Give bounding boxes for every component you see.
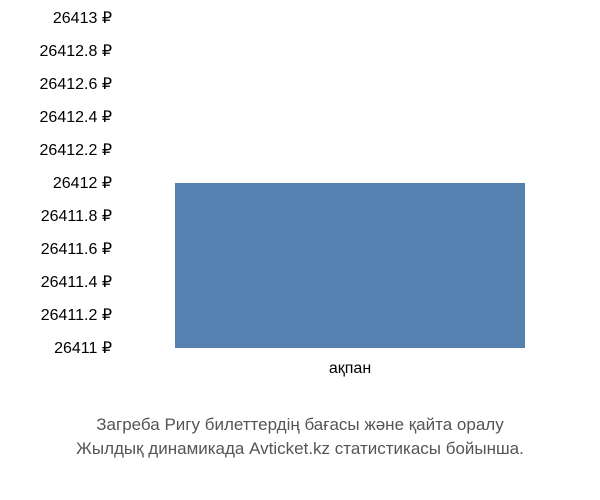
y-tick-label: 26411 ₽ [54,338,112,358]
y-tick-label: 26412.4 ₽ [40,107,112,127]
caption-line-2: Жылдық динамикада Avticket.kz статистика… [0,437,600,462]
y-tick-label: 26413 ₽ [53,8,112,28]
y-tick-label: 26412.8 ₽ [40,41,112,61]
x-tick-label: ақпан [329,360,371,378]
caption-line-1: Загреба Ригу билеттердің бағасы және қай… [0,413,600,438]
price-chart: 26413 ₽26412.8 ₽26412.6 ₽26412.4 ₽26412.… [0,18,600,378]
y-tick-label: 26411.8 ₽ [41,206,112,226]
y-tick-label: 26411.2 ₽ [41,305,112,325]
y-tick-label: 26412.6 ₽ [40,74,112,94]
bar [175,183,525,348]
y-tick-label: 26412.2 ₽ [40,140,112,160]
plot-area: ақпан [120,18,580,348]
y-tick-label: 26412 ₽ [53,173,112,193]
y-tick-label: 26411.6 ₽ [41,239,112,259]
y-axis: 26413 ₽26412.8 ₽26412.6 ₽26412.4 ₽26412.… [0,18,120,348]
chart-caption: Загреба Ригу билеттердің бағасы және қай… [0,413,600,462]
y-tick-label: 26411.4 ₽ [41,272,112,292]
